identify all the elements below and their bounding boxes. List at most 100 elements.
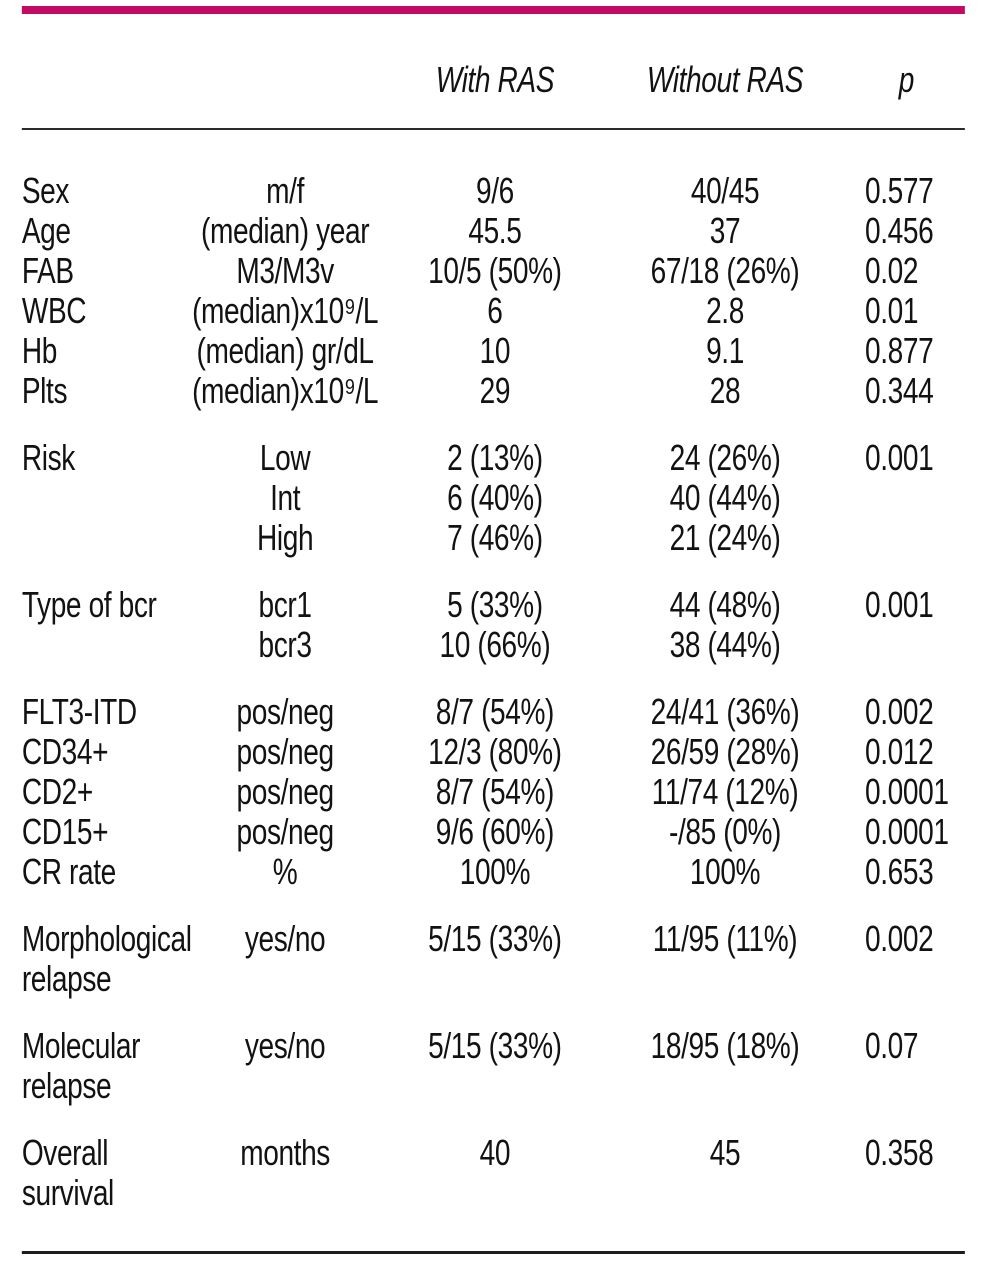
without-ras-value: 28	[709, 370, 741, 411]
p-value: 0.02	[865, 250, 919, 291]
row-unit: pos/neg	[236, 731, 334, 772]
with-ras-value: 9/6 (60%)	[435, 811, 555, 852]
p-value: 0.344	[865, 370, 934, 411]
row-unit: yes/no	[244, 1025, 326, 1066]
row-label: Plts	[21, 370, 68, 411]
without-ras-value: 11/95 (11%)	[652, 918, 798, 959]
table-group: Morphological relapse yes/no 5/15 (33%) …	[0, 919, 982, 999]
row-label: Sex	[21, 170, 70, 211]
table-group: Overall survival months 40 45 0.358	[0, 1133, 982, 1213]
p-value: 0.456	[865, 210, 934, 251]
table-header-row: With RAS Without RAS p	[0, 60, 982, 100]
row-label: CD34+	[21, 731, 109, 772]
header-spacer-unit	[190, 60, 380, 100]
with-ras-value: 6	[487, 290, 503, 331]
without-ras-value: 26/59 (28%)	[650, 731, 800, 772]
row-label: Hb	[21, 330, 58, 371]
row-label: CD15+	[21, 811, 109, 852]
table-page: With RAS Without RAS p Sex m/f 9/6 40/45…	[0, 6, 982, 1254]
p-value: 0.877	[865, 330, 934, 371]
table-row: CR rate % 100% 100% 0.653	[0, 852, 982, 892]
bottom-rule	[21, 1251, 965, 1254]
table-group: Risk Low 2 (13%) 24 (26%) 0.001 Int 6 (4…	[0, 438, 982, 558]
with-ras-value: 2 (13%)	[447, 437, 543, 478]
table-row: CD34+ pos/neg 12/3 (80%) 26/59 (28%) 0.0…	[0, 732, 982, 772]
row-unit: (median) gr/dL	[196, 330, 375, 371]
p-value: 0.002	[865, 691, 934, 732]
with-ras-value: 29	[479, 370, 511, 411]
table-row: FAB M3/M3v 10/5 (50%) 67/18 (26%) 0.02	[0, 251, 982, 291]
table-row: Molecular relapse yes/no 5/15 (33%) 18/9…	[0, 1026, 982, 1106]
without-ras-value: 11/74 (12%)	[651, 771, 799, 812]
row-unit: bcr3	[258, 624, 312, 665]
row-unit: Int	[270, 477, 301, 518]
without-ras-value: 24/41 (36%)	[650, 691, 800, 732]
with-ras-value: 10	[479, 330, 511, 371]
without-ras-value: 18/95 (18%)	[650, 1025, 800, 1066]
without-ras-value: 21 (24%)	[669, 517, 781, 558]
table-row: High 7 (46%) 21 (24%)	[0, 518, 982, 558]
row-label: Overall survival	[21, 1132, 114, 1213]
p-value: 0.001	[865, 584, 934, 625]
without-ras-value: 45	[709, 1132, 741, 1173]
without-ras-value: 40 (44%)	[669, 477, 781, 518]
row-unit: pos/neg	[236, 691, 334, 732]
p-value: 0.653	[865, 851, 934, 892]
without-ras-value: 100%	[689, 851, 761, 892]
without-ras-value: 37	[709, 210, 741, 251]
p-value: 0.07	[865, 1025, 919, 1066]
with-ras-value: 9/6	[475, 170, 514, 211]
with-ras-value: 10 (66%)	[439, 624, 551, 665]
row-unit: bcr1	[258, 584, 312, 625]
row-label: CD2+	[21, 771, 93, 812]
p-value: 0.358	[865, 1132, 934, 1173]
row-unit: %	[272, 851, 298, 892]
row-unit: pos/neg	[236, 811, 334, 852]
without-ras-value: 38 (44%)	[669, 624, 781, 665]
row-unit: High	[256, 517, 314, 558]
p-value: 0.01	[865, 290, 919, 331]
row-unit: Low	[259, 437, 311, 478]
table-row: CD2+ pos/neg 8/7 (54%) 11/74 (12%) 0.000…	[0, 772, 982, 812]
row-label: Risk	[21, 437, 75, 478]
row-label: Molecular relapse	[21, 1025, 141, 1106]
table-row: WBC (median)x10⁹/L 6 2.8 0.01	[0, 291, 982, 331]
without-ras-value: 24 (26%)	[669, 437, 781, 478]
header-spacer-label	[22, 60, 190, 100]
without-ras-value: 44 (48%)	[669, 584, 781, 625]
table-row: Age (median) year 45.5 37 0.456	[0, 211, 982, 251]
without-ras-value: 40/45	[690, 170, 760, 211]
with-ras-value: 5 (33%)	[447, 584, 543, 625]
table-row: FLT3-ITD pos/neg 8/7 (54%) 24/41 (36%) 0…	[0, 692, 982, 732]
table-body: Sex m/f 9/6 40/45 0.577 Age (median) yea…	[0, 171, 982, 1213]
table-row: Plts (median)x10⁹/L 29 28 0.344	[0, 371, 982, 411]
p-value: 0.002	[865, 918, 934, 959]
row-unit: (median)x10⁹/L	[192, 290, 379, 331]
row-label: WBC	[21, 290, 87, 331]
with-ras-value: 8/7 (54%)	[435, 771, 555, 812]
with-ras-value: 8/7 (54%)	[435, 691, 555, 732]
table-group: FLT3-ITD pos/neg 8/7 (54%) 24/41 (36%) 0…	[0, 692, 982, 892]
with-ras-value: 45.5	[468, 210, 522, 251]
without-ras-value: 2.8	[706, 290, 744, 331]
with-ras-value: 5/15 (33%)	[428, 918, 562, 959]
table-row: Overall survival months 40 45 0.358	[0, 1133, 982, 1213]
table-row: Int 6 (40%) 40 (44%)	[0, 478, 982, 518]
accent-bar	[21, 6, 965, 14]
table-row: bcr3 10 (66%) 38 (44%)	[0, 625, 982, 665]
p-value: 0.0001	[865, 811, 949, 852]
table-row: Sex m/f 9/6 40/45 0.577	[0, 171, 982, 211]
with-ras-value: 6 (40%)	[447, 477, 543, 518]
row-label: Type of bcr	[21, 584, 157, 625]
row-unit: months	[240, 1132, 330, 1173]
with-ras-value: 10/5 (50%)	[428, 250, 562, 291]
header-p: p	[898, 59, 915, 100]
without-ras-value: 67/18 (26%)	[650, 250, 800, 291]
row-unit: (median)x10⁹/L	[192, 370, 379, 411]
header-without-ras: Without RAS	[646, 59, 804, 100]
without-ras-value: 9.1	[706, 330, 744, 371]
table-group: Molecular relapse yes/no 5/15 (33%) 18/9…	[0, 1026, 982, 1106]
table-row: Hb (median) gr/dL 10 9.1 0.877	[0, 331, 982, 371]
row-label: FLT3-ITD	[21, 691, 137, 732]
with-ras-value: 100%	[459, 851, 531, 892]
